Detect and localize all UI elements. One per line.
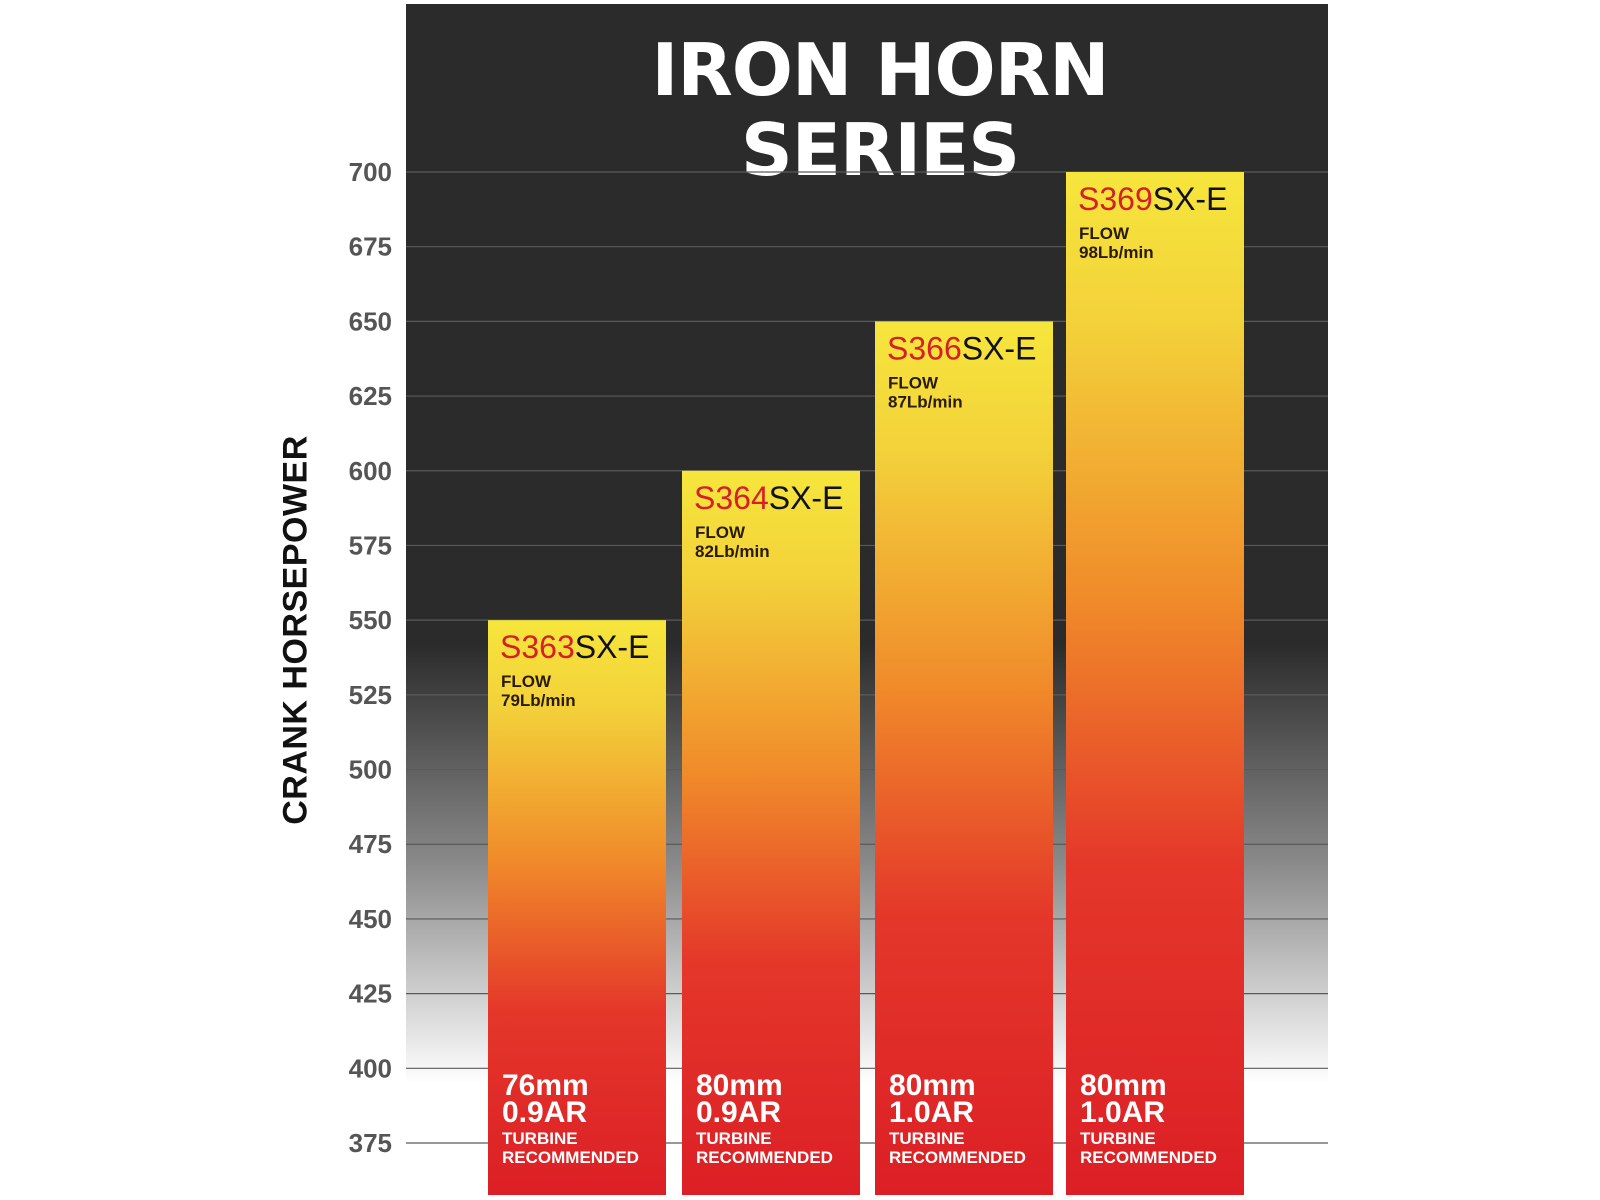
y-tick-label: 425 xyxy=(349,979,392,1009)
turbine-note: RECOMMENDED xyxy=(502,1148,639,1167)
flow-label: FLOW xyxy=(888,373,939,392)
y-tick-label: 475 xyxy=(349,829,392,859)
flow-value: 87Lb/min xyxy=(888,392,963,411)
y-tick-label: 600 xyxy=(349,456,392,486)
turbine-label: TURBINE xyxy=(889,1129,965,1148)
flow-value: 79Lb/min xyxy=(501,691,576,710)
flow-label: FLOW xyxy=(695,523,746,542)
turbine-label: TURBINE xyxy=(502,1129,578,1148)
model-code: S363 xyxy=(500,629,575,665)
flow-label: FLOW xyxy=(1079,224,1130,243)
y-tick-label: 525 xyxy=(349,680,392,710)
y-tick-label: 675 xyxy=(349,232,392,262)
flow-value: 98Lb/min xyxy=(1079,243,1154,262)
turbine-size: 80mm xyxy=(889,1069,976,1102)
flow-label: FLOW xyxy=(501,672,552,691)
bar xyxy=(488,620,666,1195)
y-tick-label: 450 xyxy=(349,904,392,934)
bar-model-label: S364SX-E xyxy=(694,480,843,516)
y-axis-ticks: 700 675 650 625 600 575 550 525 500 475 450 425 400 3… xyxy=(349,157,392,1158)
bar xyxy=(1066,172,1244,1195)
y-tick-label: 375 xyxy=(349,1128,392,1158)
bar xyxy=(682,470,860,1195)
model-suffix: SX-E xyxy=(962,330,1037,366)
y-tick-label: 700 xyxy=(349,157,392,187)
bar-model-label: S363SX-E xyxy=(500,629,649,665)
turbine-note: RECOMMENDED xyxy=(889,1148,1026,1167)
turbine-note: RECOMMENDED xyxy=(1080,1148,1217,1167)
turbine-size: 76mm xyxy=(502,1069,589,1102)
model-code: S366 xyxy=(887,330,962,366)
y-tick-label: 400 xyxy=(349,1053,392,1083)
y-tick-label: 650 xyxy=(349,306,392,336)
chart-title: IRON HORN SERIES xyxy=(651,28,1110,192)
turbine-ar: 1.0AR xyxy=(1080,1096,1165,1129)
turbine-size: 80mm xyxy=(696,1069,783,1102)
model-suffix: SX-E xyxy=(769,480,844,516)
turbine-ar: 1.0AR xyxy=(889,1096,974,1129)
bar-model-label: S369SX-E xyxy=(1078,181,1227,217)
model-code: S364 xyxy=(694,480,769,516)
y-tick-label: 625 xyxy=(349,381,392,411)
turbine-label: TURBINE xyxy=(696,1129,772,1148)
bar-model-label: S366SX-E xyxy=(887,330,1036,366)
turbine-label: TURBINE xyxy=(1080,1129,1156,1148)
model-code: S369 xyxy=(1078,181,1153,217)
flow-value: 82Lb/min xyxy=(695,542,770,561)
y-tick-label: 500 xyxy=(349,755,392,785)
turbine-ar: 0.9AR xyxy=(696,1096,781,1129)
y-tick-label: 550 xyxy=(349,605,392,635)
bar xyxy=(875,321,1053,1195)
model-suffix: SX-E xyxy=(1153,181,1228,217)
bars: S363SX-EFLOW79Lb/min76mm0.9ARTURBINERECO… xyxy=(488,172,1244,1195)
model-suffix: SX-E xyxy=(575,629,650,665)
turbine-size: 80mm xyxy=(1080,1069,1167,1102)
y-tick-label: 575 xyxy=(349,530,392,560)
turbine-ar: 0.9AR xyxy=(502,1096,587,1129)
turbine-note: RECOMMENDED xyxy=(696,1148,833,1167)
